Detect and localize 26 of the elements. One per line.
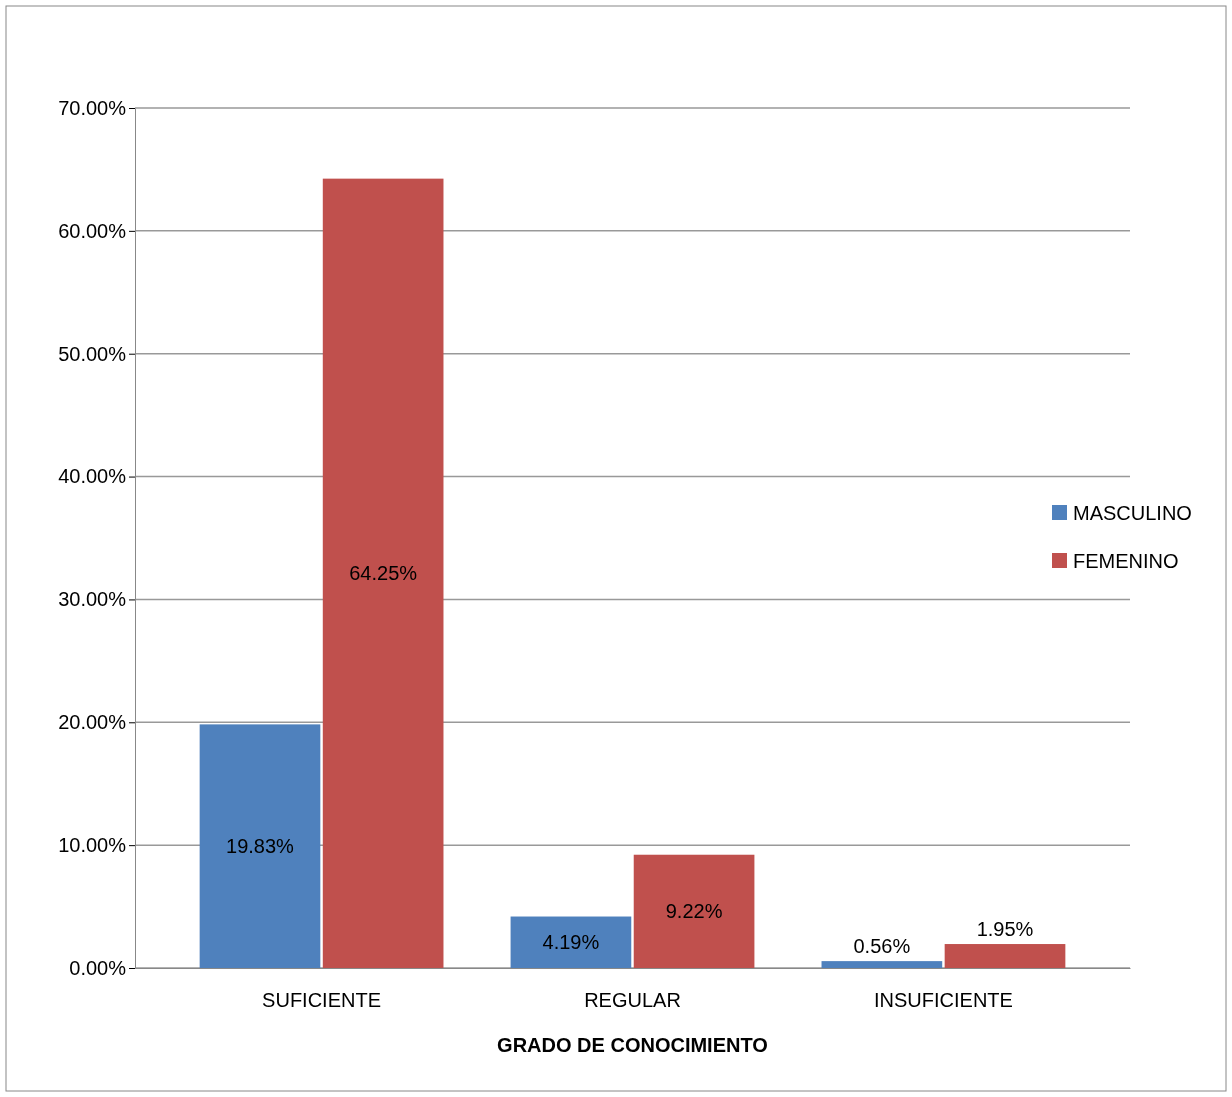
bar bbox=[322, 178, 444, 968]
legend-label: FEMENINO bbox=[1073, 550, 1179, 572]
bar bbox=[199, 724, 321, 968]
bar bbox=[821, 961, 943, 968]
data-label: 1.95% bbox=[976, 918, 1034, 941]
data-label: 9.22% bbox=[665, 900, 723, 923]
y-tick-label: 40.00% bbox=[58, 465, 127, 488]
y-tick-label: 50.00% bbox=[58, 342, 127, 365]
y-tick-label: 10.00% bbox=[58, 834, 127, 857]
x-tick-label: INSUFICIENTE bbox=[873, 989, 1013, 1012]
data-label: 19.83% bbox=[226, 835, 295, 858]
x-tick-label: REGULAR bbox=[584, 989, 681, 1012]
data-label: 4.19% bbox=[542, 931, 600, 954]
y-tick-label: 70.00% bbox=[58, 96, 127, 119]
data-label: 64.25% bbox=[349, 562, 418, 585]
bar bbox=[944, 944, 1066, 968]
y-tick-label: 20.00% bbox=[58, 711, 127, 734]
data-label: 0.56% bbox=[853, 935, 911, 958]
bar bbox=[510, 916, 632, 968]
y-tick-label: 60.00% bbox=[58, 219, 127, 242]
x-axis-title: GRADO DE CONOCIMIENTO bbox=[497, 1034, 768, 1056]
legend-label: MASCULINO bbox=[1073, 502, 1192, 524]
x-tick-label: SUFICIENTE bbox=[262, 989, 382, 1012]
y-tick-label: 30.00% bbox=[58, 588, 127, 611]
y-tick-label: 0.00% bbox=[69, 956, 127, 979]
bar bbox=[633, 854, 755, 968]
